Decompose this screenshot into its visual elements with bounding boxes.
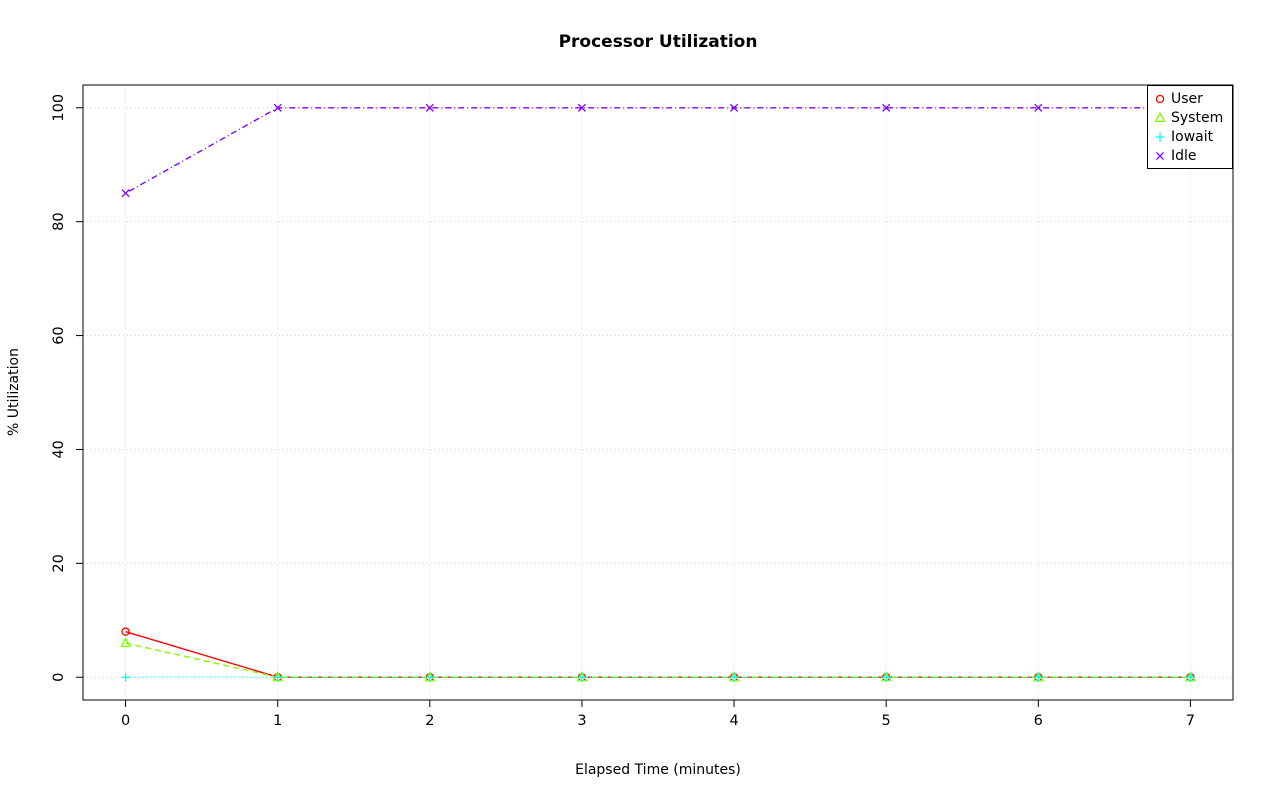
legend: User System Iowait Idle	[1147, 85, 1233, 169]
y-tick-label: 20	[51, 554, 67, 572]
data-point-idle	[273, 103, 282, 112]
data-point-iowait	[881, 672, 891, 682]
legend-item-user: User	[1151, 89, 1230, 108]
x-tick-label: 0	[121, 713, 130, 729]
legend-item-idle: Idle	[1151, 146, 1230, 165]
data-point-iowait	[1033, 672, 1043, 682]
data-point-iowait	[425, 672, 435, 682]
x-tick-label: 5	[882, 713, 891, 729]
y-tick-label: 60	[51, 326, 67, 344]
data-point-idle	[1034, 103, 1043, 112]
plot-box	[82, 84, 1234, 701]
data-point-iowait	[273, 672, 283, 682]
legend-item-system: System	[1151, 108, 1230, 127]
legend-label-idle: Idle	[1171, 147, 1197, 164]
data-point-system	[120, 636, 132, 648]
legend-item-iowait: Iowait	[1151, 127, 1230, 146]
legend-label-iowait: Iowait	[1171, 128, 1214, 145]
x-tick-label: 1	[273, 713, 282, 729]
data-point-idle	[577, 103, 587, 112]
y-tick-label: 100	[51, 94, 67, 122]
data-point-idle	[729, 103, 739, 112]
data-point-iowait	[729, 672, 739, 682]
y-tick-label: 0	[51, 673, 67, 682]
series-line-user	[125, 630, 1191, 678]
legend-label-system: System	[1171, 109, 1224, 126]
y-axis-label: % Utilization	[6, 348, 22, 436]
data-point-iowait	[121, 672, 131, 682]
iowait-plus-marker-icon	[1155, 132, 1165, 141]
data-point-iowait	[1185, 672, 1195, 682]
x-axis-label: Elapsed Time (minutes)	[575, 762, 741, 778]
data-point-iowait	[577, 672, 587, 682]
data-point-idle	[425, 103, 434, 112]
data-point-idle	[882, 103, 891, 112]
x-tick-label: 3	[577, 713, 586, 729]
x-tick-label: 2	[425, 713, 434, 729]
x-tick-label: 4	[729, 713, 738, 729]
user-circle-marker-icon	[1155, 94, 1165, 103]
x-tick-label: 6	[1034, 713, 1043, 729]
system-triangle-marker-icon	[1154, 111, 1166, 122]
legend-label-user: User	[1171, 90, 1203, 107]
series-line-system	[125, 642, 1191, 678]
idle-x-marker-icon	[1155, 151, 1165, 160]
y-tick-label: 40	[51, 440, 67, 458]
series-line-idle	[125, 107, 1191, 194]
y-tick-label: 80	[51, 212, 67, 230]
x-tick-label: 7	[1186, 713, 1195, 729]
data-point-user	[121, 627, 130, 636]
data-point-idle	[121, 189, 130, 198]
chart-title: Processor Utilization	[558, 32, 758, 52]
